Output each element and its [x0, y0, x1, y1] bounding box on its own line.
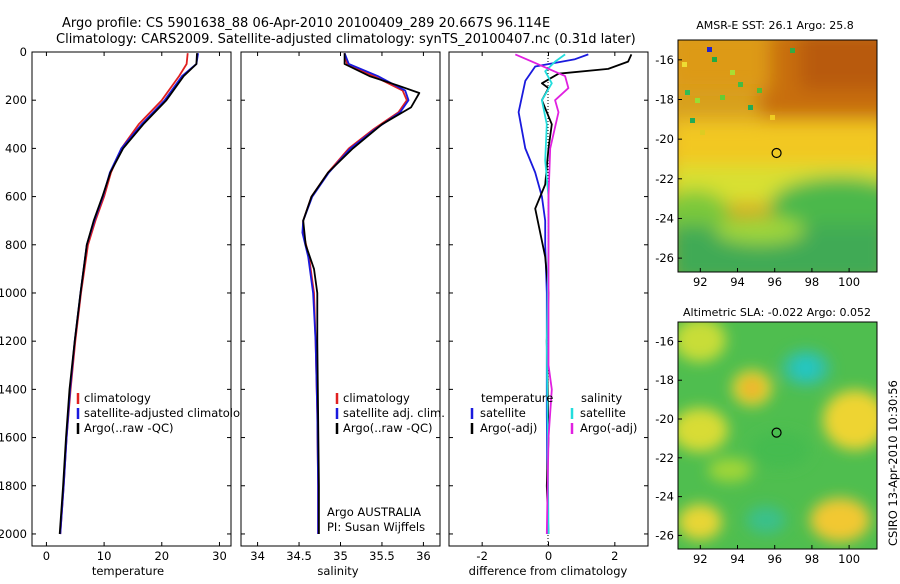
x-tick-label: 35: [333, 549, 348, 563]
legend-label: satellite: [480, 406, 526, 420]
map-x-tick-label: 94: [730, 275, 745, 289]
temperature-series: [58, 53, 199, 535]
map-x-tick-label: 100: [838, 552, 860, 566]
map-y-tick-label: -22: [655, 451, 674, 465]
x-tick-label: 0: [545, 549, 552, 563]
difference-legend: temperaturesatelliteArgo(-adj)salinitysa…: [470, 391, 637, 435]
y-tick-label: 1800: [0, 479, 27, 493]
sst-heatmap: [678, 40, 877, 272]
x-tick-label: 0: [43, 549, 50, 563]
temperature-xlabel: temperature: [92, 564, 164, 578]
x-tick-label: 36: [416, 549, 431, 563]
x-tick-label: 35.5: [369, 549, 395, 563]
temperature-axes-frame: [31, 51, 232, 547]
difference-x-ticks: -2 0 2: [476, 52, 618, 563]
csiro-timestamp: CSIRO 13-Apr-2010 10:30:56: [886, 380, 900, 546]
sla-map-panel: Altimetric SLA: -0.022 Argo: 0.052 92 94 9…: [655, 306, 878, 566]
temperature-x-ticks: 0 10 20 30: [43, 52, 227, 563]
salinity-line-argo-raw-qc: [302, 53, 421, 534]
map-y-tick-label: -20: [655, 412, 674, 426]
legend-group-title: temperature: [481, 391, 553, 405]
x-tick-label: 20: [154, 549, 169, 563]
salinity-panel: 34 34.5 35 35.5 36 salinity climatologysatel…: [240, 51, 445, 578]
sla-map-title: Altimetric SLA: -0.022 Argo: 0.052: [683, 306, 871, 319]
y-tick-label: 0: [20, 45, 27, 59]
temperature-depth-ticks: 0 200 400 600 800 1000 1200 1400 1600 1800 2000: [0, 45, 231, 541]
map-y-tick-label: -26: [655, 528, 674, 542]
y-tick-label: 800: [5, 238, 27, 252]
sla-map-frame: [677, 321, 878, 550]
salinity-depth-ticks: [241, 51, 440, 535]
map-x-tick-label: 100: [838, 275, 860, 289]
x-tick-label: 2: [611, 549, 618, 563]
y-tick-label: 1000: [0, 286, 27, 300]
map-x-tick-label: 98: [805, 275, 820, 289]
sst-map-title: AMSR-E SST: 26.1 Argo: 25.8: [696, 19, 854, 32]
difference-depth-ticks: [449, 51, 648, 535]
sst-cloud-speckle: [682, 47, 795, 135]
x-tick-label: 34.5: [286, 549, 312, 563]
salinity-axes-frame: [240, 51, 441, 547]
legend-label: satellite: [580, 406, 626, 420]
legend-group-title: salinity: [581, 391, 622, 405]
map-y-tick-label: -26: [655, 251, 674, 265]
salinity-x-ticks: 34 34.5 35 35.5 36: [250, 52, 431, 563]
legend-label: Argo(-adj): [580, 421, 637, 435]
map-x-tick-label: 92: [693, 552, 708, 566]
temperature-panel: 0 200 400 600 800 1000 1200 1400 1600 1800 2000 0 1…: [0, 45, 254, 578]
y-tick-label: 600: [5, 190, 27, 204]
map-x-tick-label: 94: [730, 552, 745, 566]
y-tick-label: 1200: [0, 334, 27, 348]
legend-label: Argo(..raw -QC): [343, 421, 433, 435]
difference-xlabel: difference from climatology: [469, 564, 628, 578]
y-tick-label: 400: [5, 141, 27, 155]
figure-title-line-1: Argo profile: CS 5901638_88 06-Apr-2010 …: [62, 16, 550, 31]
temperature-line-argo-raw-qc: [58, 53, 198, 535]
map-y-tick-label: -22: [655, 172, 674, 186]
x-tick-label: 30: [212, 549, 227, 563]
salinity-xlabel: salinity: [317, 564, 358, 578]
x-tick-label: -2: [476, 549, 487, 563]
salinity-series: [301, 52, 421, 534]
x-tick-label: 34: [250, 549, 265, 563]
legend-label: climatology: [84, 391, 151, 405]
map-y-tick-label: -24: [655, 211, 674, 225]
legend-label: satellite adj. clim.: [343, 406, 445, 420]
map-x-tick-label: 92: [693, 275, 708, 289]
sst-map-ticks: 92 94 96 98 100 -16 -18 -20 -22 -24 -26: [655, 53, 860, 289]
figure-title-line-2: Climatology: CARS2009. Satellite-adjuste…: [56, 32, 636, 47]
y-tick-label: 200: [5, 93, 27, 107]
map-y-tick-label: -18: [655, 92, 674, 106]
map-x-tick-label: 96: [767, 552, 782, 566]
y-tick-label: 1400: [0, 382, 27, 396]
sst-map-frame: [677, 39, 878, 273]
map-y-tick-label: -16: [655, 334, 674, 348]
map-x-tick-label: 96: [767, 275, 782, 289]
map-y-tick-label: -16: [655, 53, 674, 67]
sst-map-panel: AMSR-E SST: 26.1 Argo: 25.8: [655, 19, 878, 289]
legend-label: satellite-adjusted climatology: [84, 406, 254, 420]
map-x-tick-label: 98: [805, 552, 820, 566]
sla-argo-location-marker: [771, 427, 782, 438]
legend-label: Argo(..raw -QC): [84, 421, 174, 435]
x-tick-label: 10: [97, 549, 112, 563]
pi-label: PI: Susan Wijffels: [327, 520, 425, 534]
difference-line-salinity-argo-adj: [514, 53, 570, 535]
map-y-tick-label: -18: [655, 373, 674, 387]
difference-series: [514, 53, 633, 535]
map-y-tick-label: -24: [655, 490, 674, 504]
legend-label: climatology: [343, 391, 410, 405]
y-tick-label: 1600: [0, 431, 27, 445]
sst-argo-location-marker: [771, 147, 782, 159]
sla-heatmap: [678, 322, 877, 549]
map-y-tick-label: -20: [655, 132, 674, 146]
legend-label: Argo(-adj): [480, 421, 537, 435]
argo-program-label: Argo AUSTRALIA: [327, 505, 421, 519]
sla-map-ticks: 92 94 96 98 100 -16 -18 -20 -22 -24 -26: [655, 334, 860, 566]
y-tick-label: 2000: [0, 527, 27, 541]
difference-panel: -2 0 2 difference from climatology tempera…: [448, 51, 649, 578]
